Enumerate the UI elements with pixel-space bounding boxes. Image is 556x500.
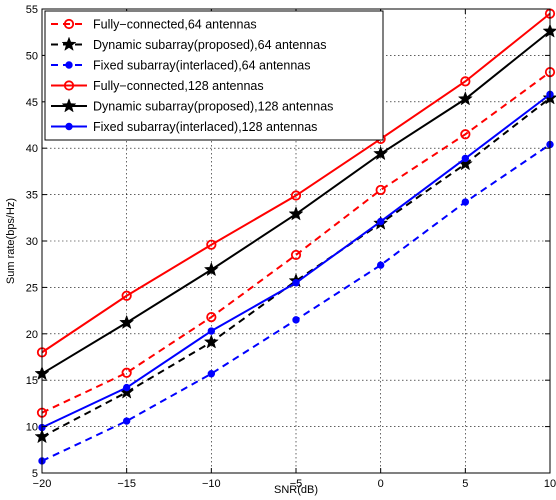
data-point [290,249,302,261]
data-point [288,206,304,221]
data-point [461,198,470,206]
data-point [122,417,131,425]
data-point [460,76,471,87]
legend-entry: Fully−connected,128 antennas [93,79,264,93]
y-tick-label: 45 [26,97,38,109]
y-axis-label: Sum rate(bps/Hz) [5,198,17,284]
data-point [460,129,471,140]
y-tick-label: 15 [26,375,38,387]
data-point [290,190,302,201]
tick-labels: −20 −15 −10 −5 0 5 10 5 10 15 20 25 30 35 40 45 50 55 [26,4,556,490]
legend: Fully−connected,64 antennas Dynamic subar… [44,10,384,141]
data-point [373,145,389,161]
series-line [41,71,551,414]
y-tick-label: 20 [26,329,38,341]
legend-entry: Dynamic subarray(proposed),128 antennas [93,100,333,114]
legend-marker [61,36,77,51]
data-point [207,370,216,378]
data-point [292,316,300,324]
y-tick-label: 50 [26,50,38,62]
series-group [34,8,556,465]
legend-marker [65,122,73,131]
legend-marker [63,80,75,91]
y-tick-label: 25 [26,282,38,294]
series-1 [36,67,556,418]
x-tick-label: −10 [202,478,221,490]
data-point [457,91,473,106]
data-point [203,261,219,277]
data-point [119,314,135,330]
x-tick-label: 10 [544,478,556,490]
y-tick-label: 30 [26,236,38,248]
legend-entry: Fixed subarray(interlaced),64 antennas [93,59,310,73]
data-point [461,154,470,163]
data-point [207,327,216,335]
legend-entry: Dynamic subarray(proposed),64 antennas [93,38,326,52]
y-tick-label: 5 [32,468,38,480]
y-tick-label: 40 [26,143,38,155]
legend-entry: Fully−connected,64 antennas [93,18,257,32]
data-point [376,217,385,226]
y-tick-label: 55 [26,4,38,16]
data-point [121,290,132,301]
data-point [203,334,219,349]
legend-marker [65,61,73,69]
data-point [376,261,385,269]
data-point [375,184,386,196]
x-tick-label: 5 [462,478,468,490]
data-point [122,383,131,392]
x-tick-label: 0 [378,478,384,490]
y-tick-label: 10 [26,422,38,434]
series-6 [38,90,554,432]
x-tick-label: −5 [290,478,303,490]
data-point [206,239,217,250]
legend-marker [63,18,75,30]
data-point [206,311,217,323]
data-point [292,279,300,287]
x-tick-label: −20 [33,478,52,490]
legend-marker [61,98,77,113]
y-tick-label: 35 [26,190,38,202]
legend-entry: Fixed subarray(interlaced),128 antennas [93,120,317,134]
x-tick-label: −15 [117,478,136,490]
x-axis-label: SNR(dB) [274,484,318,496]
data-point [121,367,132,378]
legend-box [44,10,384,141]
series-line [41,12,551,354]
